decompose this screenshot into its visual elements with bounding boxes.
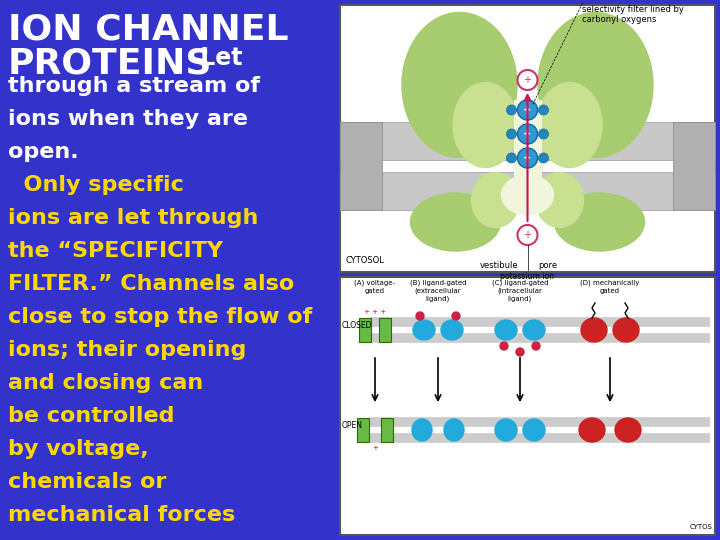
- Circle shape: [518, 100, 538, 120]
- Text: (D) mechanically
gated: (D) mechanically gated: [580, 280, 639, 294]
- Bar: [340, 277, 715, 535]
- Ellipse shape: [413, 320, 435, 340]
- Text: potassium ion: potassium ion: [500, 272, 554, 281]
- Circle shape: [500, 342, 508, 350]
- Bar: [340, 172, 715, 210]
- Ellipse shape: [495, 419, 517, 441]
- Text: mechanical forces: mechanical forces: [8, 505, 235, 525]
- Text: by voltage,: by voltage,: [8, 439, 148, 459]
- Circle shape: [416, 312, 424, 320]
- Ellipse shape: [537, 83, 602, 167]
- Text: pore: pore: [538, 261, 557, 270]
- Ellipse shape: [402, 12, 517, 158]
- Text: OPEN: OPEN: [342, 421, 363, 429]
- Text: (A) voltage-
gated: (A) voltage- gated: [354, 280, 395, 294]
- Text: Let: Let: [192, 46, 243, 70]
- Ellipse shape: [554, 193, 644, 251]
- Circle shape: [516, 348, 524, 356]
- Text: the “SPECIFICITY: the “SPECIFICITY: [8, 241, 223, 261]
- Text: +: +: [523, 75, 531, 85]
- Ellipse shape: [579, 418, 605, 442]
- Ellipse shape: [412, 419, 432, 441]
- Ellipse shape: [538, 12, 653, 158]
- Circle shape: [539, 153, 549, 163]
- Text: ions; their opening: ions; their opening: [8, 340, 246, 360]
- Text: vestibule: vestibule: [480, 261, 519, 270]
- Text: ION CHANNEL: ION CHANNEL: [8, 12, 289, 46]
- Ellipse shape: [581, 318, 607, 342]
- Ellipse shape: [495, 320, 517, 340]
- Circle shape: [506, 105, 516, 115]
- Ellipse shape: [410, 193, 500, 251]
- Circle shape: [518, 124, 538, 144]
- Circle shape: [539, 105, 549, 115]
- Text: selectivity filter lined by
carbonyl oxygens: selectivity filter lined by carbonyl oxy…: [582, 5, 685, 24]
- Text: Only specific: Only specific: [8, 175, 184, 195]
- Circle shape: [539, 129, 549, 139]
- Ellipse shape: [441, 320, 463, 340]
- Ellipse shape: [536, 172, 583, 227]
- Text: (C) ligand-gated
(intracellular
ligand): (C) ligand-gated (intracellular ligand): [492, 280, 548, 301]
- Text: + + +: + + +: [364, 309, 386, 315]
- Bar: [379, 318, 391, 342]
- Bar: [513, 100, 541, 190]
- Circle shape: [518, 225, 538, 245]
- Ellipse shape: [502, 175, 554, 215]
- Bar: [673, 122, 715, 210]
- Ellipse shape: [523, 320, 545, 340]
- Text: +: +: [372, 445, 378, 451]
- Ellipse shape: [444, 419, 464, 441]
- Ellipse shape: [615, 418, 641, 442]
- Bar: [340, 122, 382, 210]
- Text: +: +: [523, 153, 531, 163]
- Text: ions are let through: ions are let through: [8, 208, 258, 228]
- Text: close to stop the flow of: close to stop the flow of: [8, 307, 312, 327]
- Text: open.: open.: [8, 142, 78, 162]
- Circle shape: [506, 153, 516, 163]
- Bar: [340, 122, 715, 160]
- Text: through a stream of: through a stream of: [8, 76, 260, 96]
- Text: CYTOS: CYTOS: [689, 524, 712, 530]
- Text: CLOSED: CLOSED: [342, 321, 372, 329]
- Bar: [357, 418, 369, 442]
- Text: be controlled: be controlled: [8, 406, 174, 426]
- Ellipse shape: [523, 419, 545, 441]
- Text: and closing can: and closing can: [8, 373, 203, 393]
- Text: (B) ligand-gated
(extracellular
ligand): (B) ligand-gated (extracellular ligand): [410, 280, 467, 301]
- Text: +: +: [523, 129, 531, 139]
- Ellipse shape: [453, 83, 518, 167]
- Text: FILTER.” Channels also: FILTER.” Channels also: [8, 274, 294, 294]
- Ellipse shape: [472, 172, 520, 227]
- Text: +: +: [523, 105, 531, 115]
- Circle shape: [452, 312, 460, 320]
- Bar: [359, 318, 371, 342]
- Text: PROTEINS: PROTEINS: [8, 46, 212, 80]
- Text: +: +: [523, 230, 531, 240]
- Circle shape: [506, 129, 516, 139]
- Text: CYTOSOL: CYTOSOL: [345, 256, 384, 265]
- Ellipse shape: [613, 318, 639, 342]
- Bar: [381, 418, 393, 442]
- Circle shape: [532, 342, 540, 350]
- Bar: [340, 5, 715, 272]
- Circle shape: [518, 148, 538, 168]
- Text: chemicals or: chemicals or: [8, 472, 166, 492]
- Text: ions when they are: ions when they are: [8, 109, 248, 129]
- Circle shape: [518, 70, 538, 90]
